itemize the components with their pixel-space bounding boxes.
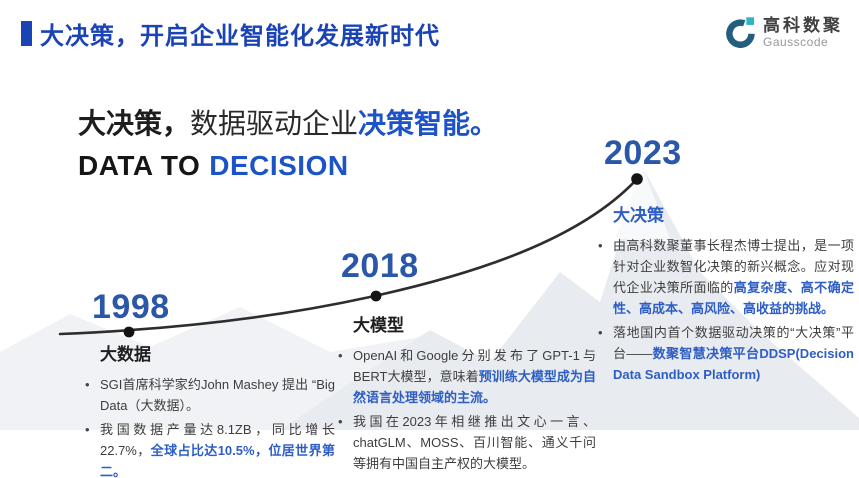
logo-text: 高科数聚 Gausscode bbox=[763, 16, 843, 49]
milestone-column-2018: 大模型 • OpenAI和Google分别发布了GPT-1与BERT大模型，意味着… bbox=[338, 311, 596, 477]
slide-title: 大决策，开启企业智能化发展新时代 bbox=[40, 23, 440, 50]
bullet-text: OpenAI和Google分别发布了GPT-1与BERT大模型，意味着预训练大模… bbox=[353, 348, 596, 405]
bullet-item: • 落地国内首个数据驱动决策的“大决策”平台——数聚智慧决策平台DDSP(Deci… bbox=[598, 322, 854, 385]
year-label-2018: 2018 bbox=[341, 247, 419, 285]
bullet-item: • SGI首席科学家约John Mashey 提出 “Big Data（大数据）。 bbox=[85, 374, 335, 416]
hero-title: 大决策，数据驱动企业决策智能。 bbox=[78, 102, 498, 142]
bullet-marker: • bbox=[85, 377, 90, 392]
bullet-text: 落地国内首个数据驱动决策的“大决策”平台——数聚智慧决策平台DDSP(Decis… bbox=[613, 325, 854, 382]
milestone-column-2023: 大决策 • 由高科数聚董事长程杰博士提出，是一项针对企业数智化决策的新兴概念。应对… bbox=[598, 201, 854, 388]
mountain-main-peak bbox=[280, 168, 859, 430]
milestone-heading: 大模型 bbox=[353, 316, 404, 335]
hero-title-part1: 大决策， bbox=[78, 108, 191, 139]
gausscode-logo-icon bbox=[726, 17, 755, 48]
timeline-point-2023 bbox=[631, 173, 643, 185]
hero-subtitle-part2: DECISION bbox=[209, 150, 349, 181]
bullet-text: 我国数据产量达8.1ZB，同比增长22.7%，全球占比达10.5%，位居世界第二… bbox=[100, 422, 335, 478]
year-label-1998: 1998 bbox=[92, 288, 170, 326]
hero-title-part2: 数据驱动企业 bbox=[190, 108, 359, 139]
bullet-text: 我国在2023年相继推出文心一言、chatGLM、MOSS、百川智能、通义千问等… bbox=[353, 414, 596, 471]
growth-curve bbox=[58, 177, 639, 336]
accent-bar bbox=[21, 21, 32, 46]
milestone-heading: 大数据 bbox=[100, 345, 151, 364]
timeline-point-2018 bbox=[370, 290, 382, 302]
milestone-bullets: • OpenAI和Google分别发布了GPT-1与BERT大模型，意味着预训练大… bbox=[338, 345, 596, 474]
bullet-marker: • bbox=[598, 238, 603, 253]
hero-subtitle-part1: DATA TO bbox=[78, 150, 201, 181]
bullet-marker: • bbox=[338, 348, 343, 363]
hero-title-part3: 决策智能。 bbox=[358, 108, 499, 139]
bullet-marker: • bbox=[598, 325, 603, 340]
bullet-marker: • bbox=[338, 414, 343, 429]
company-logo: 高科数聚 Gausscode bbox=[723, 16, 843, 50]
logo-name-cn: 高科数聚 bbox=[763, 16, 843, 36]
milestone-bullets: • 由高科数聚董事长程杰博士提出，是一项针对企业数智化决策的新兴概念。应对现代企业… bbox=[598, 235, 854, 385]
hero-title-block: 大决策，数据驱动企业决策智能。 DATA TO DECISION bbox=[78, 102, 498, 182]
bullet-item: • OpenAI和Google分别发布了GPT-1与BERT大模型，意味着预训练大… bbox=[338, 345, 596, 408]
hero-subtitle: DATA TO DECISION bbox=[78, 150, 498, 182]
logo-name-en: Gausscode bbox=[763, 34, 829, 49]
milestone-bullets: • SGI首席科学家约John Mashey 提出 “Big Data（大数据）。… bbox=[85, 374, 335, 478]
bullet-text: 由高科数聚董事长程杰博士提出，是一项针对企业数智化决策的新兴概念。应对现代企业决… bbox=[613, 238, 854, 316]
bullet-marker: • bbox=[85, 422, 90, 437]
milestone-heading: 大决策 bbox=[613, 206, 664, 225]
bullet-item: • 我国在2023年相继推出文心一言、chatGLM、MOSS、百川智能、通义千问… bbox=[338, 411, 596, 474]
bullet-item: • 我国数据产量达8.1ZB，同比增长22.7%，全球占比达10.5%，位居世界第… bbox=[85, 419, 335, 478]
bullet-item: • 由高科数聚董事长程杰博士提出，是一项针对企业数智化决策的新兴概念。应对现代企业… bbox=[598, 235, 854, 319]
slide-header: 大决策，开启企业智能化发展新时代 bbox=[21, 16, 440, 51]
year-label-2023: 2023 bbox=[604, 134, 682, 172]
milestone-column-1998: 大数据 • SGI首席科学家约John Mashey 提出 “Big Data（大… bbox=[85, 340, 335, 478]
timeline-point-1998 bbox=[123, 326, 135, 338]
mountain-snow-cap bbox=[615, 168, 672, 244]
bullet-text: SGI首席科学家约John Mashey 提出 “Big Data（大数据）。 bbox=[100, 377, 335, 413]
